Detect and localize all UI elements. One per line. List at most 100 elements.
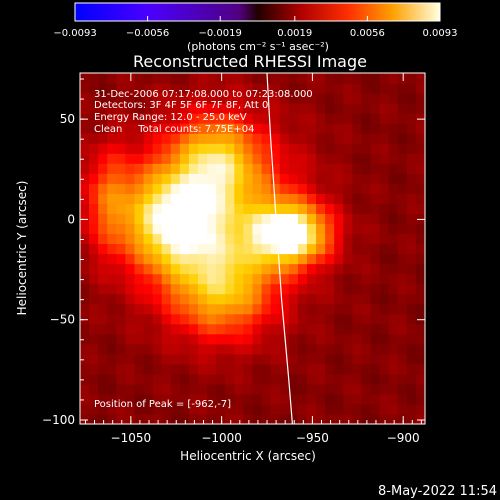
- heatmap-cell: [316, 393, 326, 405]
- heatmap-cell: [370, 313, 381, 325]
- heatmap-cell: [334, 163, 344, 174]
- heatmap-cell: [370, 243, 381, 255]
- heatmap-cell: [188, 213, 199, 225]
- heatmap-cell: [325, 343, 335, 355]
- heatmap-cell: [288, 83, 299, 94]
- heatmap-cell: [325, 83, 335, 94]
- heatmap-cell: [297, 383, 308, 395]
- heatmap-cell: [316, 343, 326, 355]
- heatmap-cell: [152, 253, 163, 265]
- heatmap-cell: [143, 313, 154, 325]
- heatmap-cell: [306, 143, 317, 154]
- heatmap-cell: [225, 233, 235, 245]
- heatmap-cell: [325, 73, 335, 84]
- heatmap-cell: [343, 383, 353, 395]
- heatmap-cell: [225, 213, 235, 225]
- heatmap-cell: [198, 123, 208, 134]
- heatmap-cell: [415, 373, 426, 385]
- heatmap-cell: [116, 333, 126, 345]
- heatmap-cell: [152, 233, 163, 245]
- heatmap-cell: [379, 263, 390, 275]
- heatmap-cell: [243, 343, 254, 355]
- heatmap-cell: [225, 343, 235, 355]
- heatmap-cell: [379, 403, 390, 415]
- heatmap-cell: [415, 253, 426, 265]
- heatmap-cell: [261, 333, 272, 345]
- heatmap-cell: [397, 173, 408, 184]
- heatmap-cell: [80, 343, 90, 355]
- heatmap-cell: [152, 413, 163, 425]
- heatmap-cell: [116, 323, 126, 335]
- heatmap-cell: [98, 183, 108, 194]
- heatmap-cell: [361, 203, 372, 214]
- heatmap-cell: [216, 413, 226, 425]
- heatmap-cell: [234, 213, 245, 225]
- heatmap-cell: [252, 73, 263, 84]
- heatmap-cell: [397, 373, 408, 385]
- heatmap-cell: [116, 283, 126, 295]
- heatmap-cell: [415, 173, 426, 184]
- colorbar-tick-label: 0.0019: [277, 28, 312, 39]
- colorbar-units-label: (photons cm⁻² s⁻¹ asec⁻²): [187, 40, 329, 53]
- heatmap-cell: [243, 383, 254, 395]
- heatmap-cell: [316, 243, 326, 255]
- heatmap-cell: [80, 283, 90, 295]
- heatmap-cell: [415, 123, 426, 134]
- heatmap-cell: [297, 183, 308, 194]
- heatmap-cell: [388, 353, 399, 365]
- heatmap-cell: [415, 153, 426, 164]
- heatmap-cell: [125, 393, 136, 405]
- heatmap-cell: [89, 413, 99, 425]
- heatmap-cell: [125, 343, 136, 355]
- heatmap-cell: [80, 223, 90, 235]
- heatmap-cell: [352, 193, 363, 204]
- heatmap-cell: [261, 163, 272, 174]
- heatmap-cell: [352, 113, 363, 124]
- heatmap-cell: [316, 163, 326, 174]
- heatmap-cell: [325, 113, 335, 124]
- heatmap-cell: [379, 383, 390, 395]
- heatmap-cell: [234, 253, 245, 265]
- heatmap-cell: [261, 313, 272, 325]
- heatmap-cell: [225, 393, 235, 405]
- heatmap-cell: [261, 363, 272, 375]
- heatmap-cell: [270, 383, 281, 395]
- heatmap-cell: [306, 213, 317, 225]
- heatmap-cell: [279, 163, 290, 174]
- heatmap-cell: [125, 113, 136, 124]
- heatmap-cell: [297, 263, 308, 275]
- heatmap-cell: [207, 123, 217, 134]
- heatmap-cell: [134, 353, 145, 365]
- heatmap-cell: [252, 133, 263, 144]
- heatmap-cell: [116, 173, 126, 184]
- heatmap-cell: [107, 143, 117, 154]
- heatmap-cell: [261, 263, 272, 275]
- heatmap-cell: [379, 93, 390, 104]
- heatmap-cell: [225, 383, 235, 395]
- heatmap-cell: [89, 303, 99, 315]
- heatmap-cell: [225, 303, 235, 315]
- heatmap-cell: [170, 183, 181, 194]
- heatmap-cell: [288, 283, 299, 295]
- heatmap-cell: [361, 183, 372, 194]
- heatmap-cell: [170, 203, 181, 214]
- heatmap-cell: [143, 183, 154, 194]
- heatmap-cell: [188, 353, 199, 365]
- heatmap-cell: [98, 323, 108, 335]
- heatmap-cell: [243, 83, 254, 94]
- heatmap-cell: [279, 83, 290, 94]
- heatmap-cell: [152, 243, 163, 255]
- heatmap-cell: [270, 193, 281, 204]
- heatmap-cell: [279, 193, 290, 204]
- heatmap-cell: [325, 293, 335, 305]
- heatmap-cell: [143, 153, 154, 164]
- heatmap-cell: [379, 253, 390, 265]
- heatmap-cell: [397, 203, 408, 214]
- heatmap-cell: [270, 143, 281, 154]
- heatmap-cell: [98, 203, 108, 214]
- heatmap-cell: [89, 183, 99, 194]
- heatmap-cell: [98, 113, 108, 124]
- heatmap-cell: [243, 293, 254, 305]
- heatmap-cell: [116, 243, 126, 255]
- heatmap-cell: [388, 393, 399, 405]
